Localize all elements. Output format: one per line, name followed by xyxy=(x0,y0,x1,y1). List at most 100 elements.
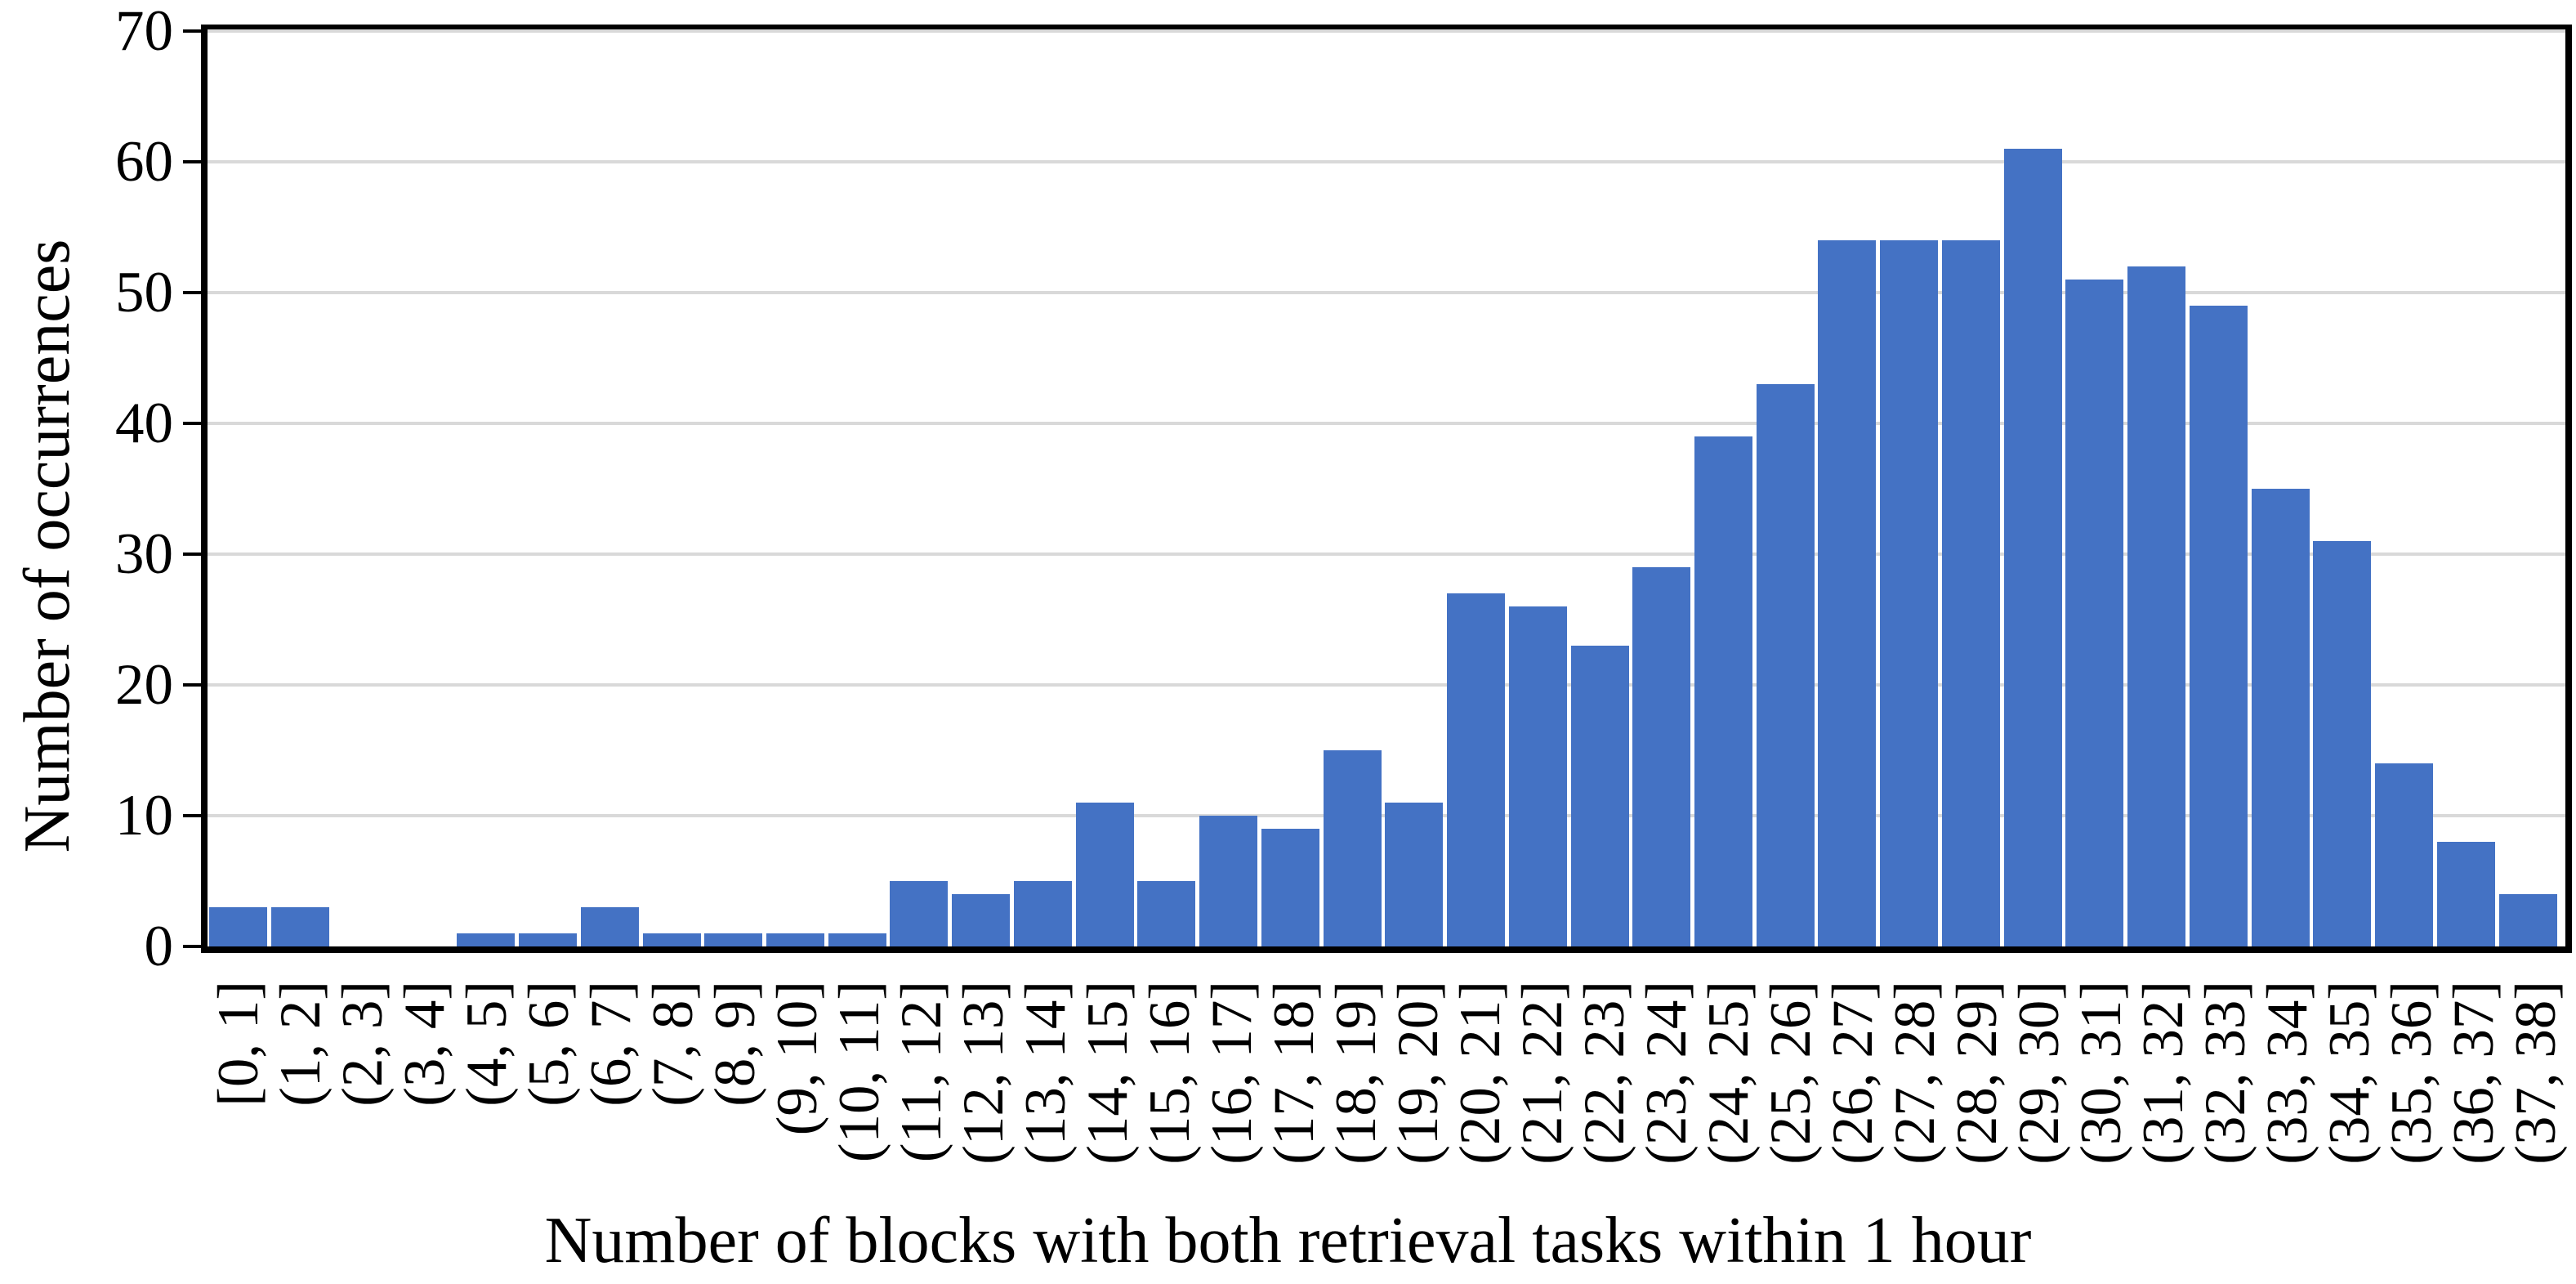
x-label-slot: (36, 37] xyxy=(2442,981,2506,1165)
bar-(11, 12] xyxy=(890,881,949,946)
x-tick-label-(19, 20]: (19, 20] xyxy=(1386,981,1450,1165)
x-tick-label-[0, 1]: [0, 1] xyxy=(207,981,270,1107)
x-label-slot: (23, 24] xyxy=(1635,981,1699,1165)
x-tick-label-(16, 17]: (16, 17] xyxy=(1200,981,1264,1165)
bar-slot xyxy=(331,31,393,946)
bar-(8, 9] xyxy=(704,933,763,946)
x-axis-tick-labels: [0, 1] (1, 2] (2, 3] (3, 4] (4, 5] (5, 6] (6, … xyxy=(207,981,2568,1165)
x-tick-label-(28, 29]: (28, 29] xyxy=(1945,981,2009,1165)
bar-slot xyxy=(270,31,332,946)
bar-slot xyxy=(1816,31,1878,946)
x-tick-label-(25, 26]: (25, 26] xyxy=(1759,981,1823,1165)
bar-slot xyxy=(1259,31,1321,946)
x-label-slot: (3, 4] xyxy=(393,981,457,1107)
x-tick-label-(11, 12]: (11, 12] xyxy=(890,981,953,1163)
x-label-slot: (6, 7] xyxy=(579,981,643,1107)
bar-(19, 20] xyxy=(1385,803,1444,946)
gridline-50 xyxy=(208,291,2565,294)
x-label-slot: (13, 14] xyxy=(1014,981,1078,1165)
bar-(9, 10] xyxy=(766,933,824,946)
bar-slot xyxy=(703,31,765,946)
bar-(15, 16] xyxy=(1137,881,1196,946)
x-label-slot: (37, 38] xyxy=(2504,981,2568,1165)
y-tick-label-60: 60 xyxy=(115,130,173,194)
y-tick-mark-40 xyxy=(183,422,201,425)
bar-slot xyxy=(888,31,950,946)
bar-slot xyxy=(2435,31,2497,946)
bar-(24, 25] xyxy=(1694,436,1752,946)
bar-slot xyxy=(1754,31,1816,946)
bar-slot xyxy=(2064,31,2126,946)
bar-slot xyxy=(578,31,641,946)
y-tick-mark-60 xyxy=(183,160,201,163)
bar-slot xyxy=(2373,31,2435,946)
y-tick-label-30: 30 xyxy=(115,522,173,586)
bar-(20, 21] xyxy=(1447,593,1506,946)
bar-(32, 33] xyxy=(2189,306,2248,946)
bar-slot xyxy=(517,31,579,946)
x-tick-label-(32, 33]: (32, 33] xyxy=(2194,981,2257,1165)
x-tick-label-(24, 25]: (24, 25] xyxy=(1697,981,1761,1165)
x-label-slot: (1, 2] xyxy=(269,981,333,1107)
x-label-slot: (16, 17] xyxy=(1200,981,1264,1165)
bar-slot xyxy=(1383,31,1445,946)
gridline-60 xyxy=(208,160,2565,163)
x-label-slot: (8, 9] xyxy=(703,981,767,1107)
bar-slot xyxy=(2249,31,2311,946)
bar-(26, 27] xyxy=(1818,240,1877,946)
x-tick-label-(14, 15]: (14, 15] xyxy=(1076,981,1140,1165)
bar-(4, 5] xyxy=(457,933,516,946)
x-label-slot: (4, 5] xyxy=(455,981,519,1107)
gridline-70 xyxy=(208,29,2565,33)
gridline-40 xyxy=(208,422,2565,425)
x-tick-label-(37, 38]: (37, 38] xyxy=(2504,981,2568,1165)
x-tick-label-(23, 24]: (23, 24] xyxy=(1635,981,1699,1165)
x-label-slot: (15, 16] xyxy=(1138,981,1202,1165)
bar-(7, 8] xyxy=(642,933,701,946)
bar-(6, 7] xyxy=(580,907,639,946)
x-label-slot: (22, 23] xyxy=(1573,981,1636,1165)
gridline-30 xyxy=(208,553,2565,556)
x-tick-label-(4, 5]: (4, 5] xyxy=(455,981,519,1107)
x-label-slot: (17, 18] xyxy=(1262,981,1326,1165)
bar-(17, 18] xyxy=(1261,829,1319,946)
x-label-slot: (11, 12] xyxy=(890,981,953,1163)
x-tick-label-(21, 22]: (21, 22] xyxy=(1511,981,1574,1165)
x-tick-label-(31, 32]: (31, 32] xyxy=(2132,981,2195,1165)
x-tick-label-(34, 35]: (34, 35] xyxy=(2318,981,2382,1165)
x-label-slot: (31, 32] xyxy=(2132,981,2195,1165)
y-tick-mark-50 xyxy=(183,291,201,294)
bar-slot xyxy=(1940,31,2002,946)
x-label-slot: (7, 8] xyxy=(641,981,705,1107)
x-label-slot: (21, 22] xyxy=(1511,981,1574,1165)
bar-(18, 19] xyxy=(1323,750,1382,946)
bar-slot xyxy=(1198,31,1260,946)
bar-(16, 17] xyxy=(1199,816,1258,946)
bar-(31, 32] xyxy=(2127,266,2186,946)
bar-slot xyxy=(1012,31,1074,946)
x-label-slot: (24, 25] xyxy=(1697,981,1761,1165)
bar-slot xyxy=(826,31,888,946)
x-label-slot: (9, 10] xyxy=(766,981,829,1135)
bar-(28, 29] xyxy=(1941,240,2000,946)
bar-series xyxy=(208,31,2559,946)
x-label-slot: (35, 36] xyxy=(2380,981,2444,1165)
x-tick-label-(30, 31]: (30, 31] xyxy=(2069,981,2133,1165)
x-label-slot: (12, 13] xyxy=(952,981,1016,1165)
x-label-slot: (20, 21] xyxy=(1449,981,1512,1165)
y-tick-mark-30 xyxy=(183,553,201,556)
x-tick-label-(35, 36]: (35, 36] xyxy=(2380,981,2444,1165)
x-tick-label-(2, 3]: (2, 3] xyxy=(331,981,395,1107)
bar-slot xyxy=(1569,31,1631,946)
x-tick-label-(8, 9]: (8, 9] xyxy=(703,981,767,1107)
bar-(12, 13] xyxy=(952,894,1011,946)
bar-(22, 23] xyxy=(1570,646,1629,946)
bar-(5, 6] xyxy=(519,933,578,946)
bar-slot xyxy=(2188,31,2250,946)
x-tick-label-(36, 37]: (36, 37] xyxy=(2442,981,2506,1165)
bar-(1, 2] xyxy=(271,907,330,946)
bar-(29, 30] xyxy=(2003,149,2062,946)
y-tick-label-40: 40 xyxy=(115,391,173,455)
bar-slot xyxy=(1693,31,1755,946)
x-tick-label-(27, 28]: (27, 28] xyxy=(1883,981,1947,1165)
